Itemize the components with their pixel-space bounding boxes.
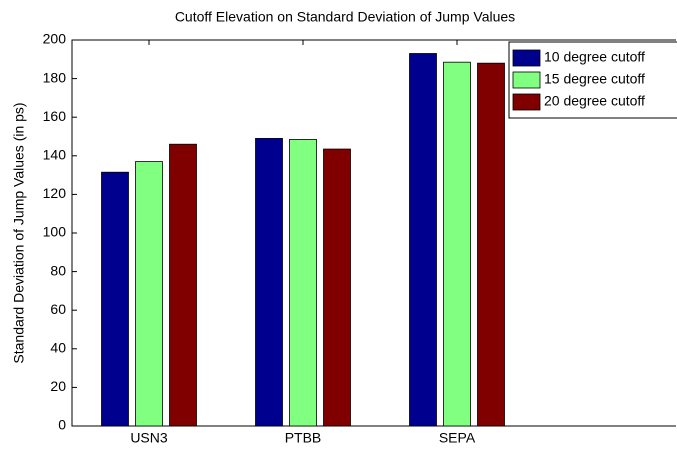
x-tick-label: PTBB (285, 430, 322, 446)
legend-label: 15 degree cutoff (544, 71, 645, 87)
bar (135, 161, 163, 427)
legend-swatch (512, 71, 541, 89)
y-tick-label: 180 (43, 69, 67, 85)
y-axis-label: Standard Deviation of Jump Values (in ps… (11, 102, 27, 363)
y-tick-label: 140 (43, 147, 67, 163)
y-tick-label: 120 (43, 185, 67, 201)
bar (169, 143, 197, 427)
legend-label: 20 degree cutoff (544, 93, 645, 109)
y-tick-label: 0 (58, 417, 66, 433)
chart-title: Cutoff Elevation on Standard Deviation o… (175, 9, 515, 25)
bar (255, 138, 283, 427)
bar (101, 171, 129, 427)
legend-swatch (512, 93, 541, 111)
bar (323, 148, 351, 427)
y-tick-label: 20 (50, 378, 66, 394)
bar (443, 61, 471, 427)
y-tick-label: 160 (43, 108, 67, 124)
bar (409, 53, 437, 427)
x-tick-label: SEPA (439, 430, 476, 446)
bar (477, 62, 505, 427)
y-tick-label: 200 (43, 31, 67, 47)
bar (289, 138, 317, 427)
y-tick-label: 100 (43, 224, 67, 240)
y-tick-label: 40 (50, 340, 66, 356)
y-tick-label: 80 (50, 262, 66, 278)
x-tick-label: USN3 (130, 430, 168, 446)
legend-swatch (512, 49, 541, 67)
y-tick-label: 60 (50, 301, 66, 317)
legend-label: 10 degree cutoff (544, 49, 645, 65)
